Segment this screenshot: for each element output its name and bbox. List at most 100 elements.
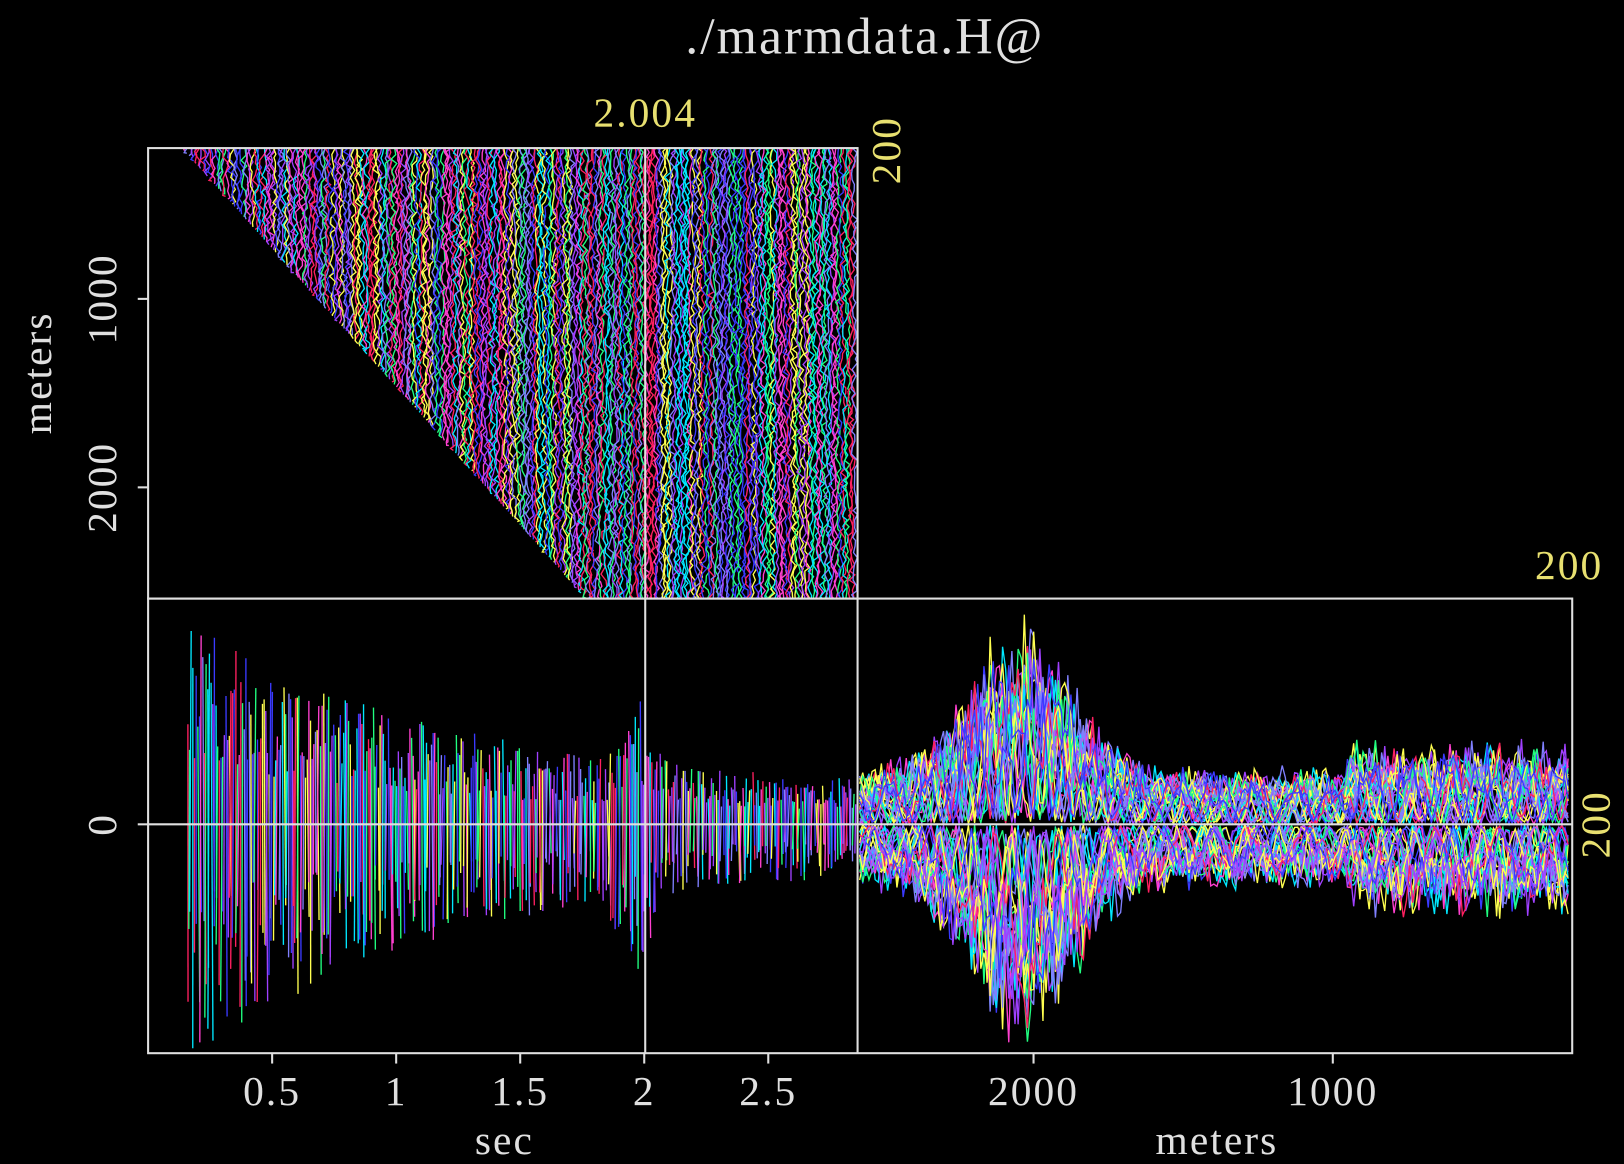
trace-texture [728,805,731,849]
trace-texture [791,148,800,599]
trace-texture [832,148,841,599]
trace-texture [492,147,501,500]
frame-label: 200 [1535,542,1603,588]
trace-texture [725,775,729,884]
trace-texture [413,789,418,900]
trace-texture [210,148,217,185]
trace-texture [337,148,346,327]
trace-texture [394,147,403,390]
trace-texture [198,148,202,169]
trace-texture [636,147,645,600]
trace-texture [665,761,668,877]
trace-texture [244,147,252,223]
trace-texture [188,749,191,930]
frame-label: 2.004 [593,90,697,136]
trace-texture [755,792,758,859]
trace-texture [302,756,305,910]
trace-texture [531,786,535,906]
trace-texture [796,808,801,849]
trace-texture [367,739,371,921]
trace-texture [531,147,540,543]
trace-texture [436,147,444,436]
trace-texture [650,762,653,863]
trace-texture [198,147,206,172]
trace-texture [749,789,752,873]
trace-texture [183,147,188,154]
trace-texture [301,147,309,286]
trace-texture [263,699,266,945]
trace-texture [572,147,581,589]
trace-texture [652,147,661,600]
trace-texture [659,753,662,889]
trace-texture [754,147,763,599]
trace-texture [293,698,297,944]
trace-texture [357,713,361,940]
trace-texture [251,754,254,883]
trace-texture [405,790,410,890]
trace-texture [779,147,788,599]
trace-texture [729,147,738,599]
trace-texture [693,147,702,599]
y-tick-label: 0 [79,813,125,836]
trace-texture [601,799,604,901]
trace-texture [319,746,322,975]
trace-texture [615,147,624,599]
trace-texture [773,783,776,847]
trace-texture [841,785,844,844]
trace-texture [491,797,494,879]
trace-texture [547,147,556,560]
trace-texture [283,687,287,906]
trace-texture [338,714,342,879]
trace-texture [759,148,768,600]
trace-texture [687,788,691,855]
frame-label: 200 [863,116,909,184]
traces [180,147,1569,1049]
trace-texture [210,682,214,1041]
trace-texture [576,795,579,901]
trace-texture [422,147,430,421]
trace-texture [825,147,834,599]
trace-texture [859,668,1569,826]
trace-texture [296,695,300,939]
trace-texture [306,759,310,917]
trace-texture [424,742,428,892]
trace-texture [377,787,380,891]
trace-texture [240,148,248,217]
trace-texture [381,148,389,375]
trace-texture [207,653,211,1029]
trace-texture [708,796,711,880]
trace-texture [249,147,257,227]
trace-texture [561,147,569,576]
trace-texture [526,756,531,916]
trace-texture [704,147,713,599]
trace-texture [429,147,437,428]
trace-texture [742,788,746,874]
trace-texture [188,630,192,912]
trace-texture [585,791,588,878]
trace-texture [361,723,364,915]
trace-texture [417,147,426,416]
trace-texture [315,147,323,301]
trace-texture [782,147,790,599]
trace-texture [297,147,305,281]
chart-title: ./marmdata.H@ [685,8,1044,65]
trace-texture [383,147,392,378]
trace-texture [824,799,827,871]
trace-texture [750,147,758,600]
trace-texture [827,147,836,599]
trace-texture [599,147,608,599]
trace-texture [859,661,1569,827]
trace-texture [317,148,326,304]
trace-texture [420,721,424,931]
trace-texture [335,148,344,324]
trace-texture [816,799,820,853]
trace-texture [629,148,638,600]
trace-texture [360,147,369,352]
trace-texture [720,147,729,600]
trace-texture [261,703,264,933]
trace-texture [565,790,568,903]
trace-texture [706,147,715,600]
trace-texture [207,147,215,182]
trace-texture [253,688,257,883]
